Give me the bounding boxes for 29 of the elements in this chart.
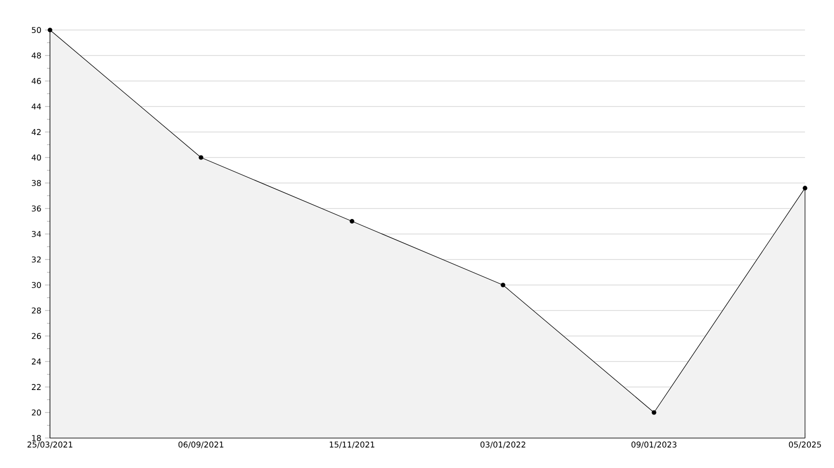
y-tick-label: 38	[32, 180, 41, 186]
y-tick-label: 32	[32, 256, 41, 263]
x-tick-label: 06/09/2021	[178, 442, 224, 448]
y-tick-label: 46	[32, 78, 41, 84]
y-tick-label: 44	[32, 104, 42, 110]
y-tick-label: 48	[32, 52, 41, 59]
y-tick-label: 26	[32, 332, 41, 340]
point	[802, 186, 808, 190]
y-tick-label: 34	[32, 230, 42, 238]
point	[198, 155, 204, 160]
y-tick-label: 42	[32, 129, 41, 135]
y-tick-label: 24	[32, 358, 42, 364]
point	[652, 410, 656, 415]
point	[500, 282, 506, 288]
x-tick-label: 03/01/2022	[480, 442, 526, 448]
y-tick-label: 50	[32, 26, 41, 34]
x-tick-label: 15/11/2021	[330, 442, 374, 448]
x-tick-label: 09/01/2023	[631, 442, 676, 448]
y-tick-label: 18	[32, 434, 41, 442]
y-tick-label: 22	[32, 384, 41, 390]
y-tick-label: 20	[32, 409, 41, 416]
x-tick-label: 05/2025	[788, 442, 821, 448]
y-tick-label: 28	[32, 307, 41, 314]
y-tick-label: 40	[32, 154, 41, 161]
x-tick-label: 25/03/2021	[28, 442, 72, 448]
point	[350, 218, 354, 224]
y-tick-label: 36	[32, 205, 41, 212]
y-tick-label: 30	[32, 282, 41, 288]
point	[48, 28, 52, 32]
